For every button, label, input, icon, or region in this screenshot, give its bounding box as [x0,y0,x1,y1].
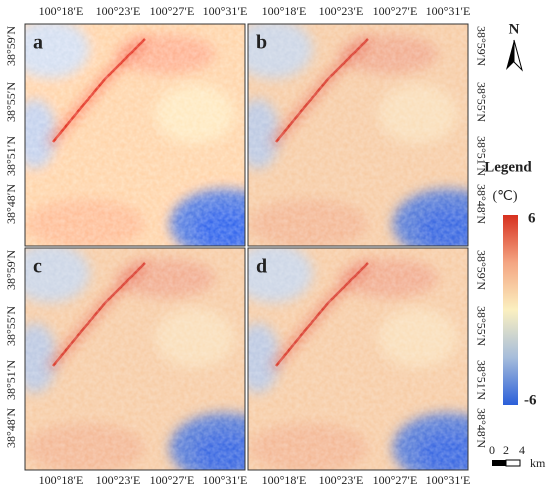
lat-label: 38°55′N [4,306,18,346]
lon-label: 100°31′E [203,473,248,487]
lat-label: 38°55′N [474,306,488,346]
lat-label: 38°51′N [474,136,488,176]
lat-label: 38°59′N [4,250,18,290]
scale-bar [492,459,521,467]
lon-label: 100°18′E [39,473,84,487]
panel-label: c [33,256,42,278]
panel-label: d [256,256,267,278]
raster [10,19,280,259]
scale-tick: 2 [503,443,509,457]
scale-unit: km [530,456,546,470]
legend-min: -6 [524,392,537,408]
lon-label: 100°31′E [426,473,471,487]
panel-frame [247,23,469,247]
lon-label: 100°31′E [203,4,248,18]
scale-tick: 0 [489,443,495,457]
raster [233,243,503,483]
lon-label: 100°23′E [96,473,141,487]
panel-label: a [33,32,43,54]
lon-label: 100°31′E [426,4,471,18]
lon-label: 100°27′E [150,473,195,487]
lat-label: 38°48′N [4,184,18,224]
raster [10,243,280,483]
lat-label: 38°55′N [474,82,488,122]
lat-label: 38°59′N [4,26,18,66]
lon-label: 100°23′E [319,473,364,487]
lon-label: 100°27′E [373,473,418,487]
color-bar [503,215,518,405]
legend-max: 6 [528,210,536,226]
lon-label: 100°18′E [262,4,307,18]
lon-label: 100°23′E [319,4,364,18]
lon-label: 100°27′E [150,4,195,18]
lon-label: 100°18′E [39,4,84,18]
lat-label: 38°48′N [474,408,488,448]
north-label: N [509,21,520,37]
lat-label: 38°59′N [474,26,488,66]
lon-label: 100°18′E [262,473,307,487]
lat-label: 38°48′N [474,184,488,224]
north-arrow [506,39,523,72]
panel-frame [24,247,246,471]
lat-label: 38°59′N [474,250,488,290]
panel-frame [247,247,469,471]
lon-label: 100°23′E [96,4,141,18]
lon-label: 100°27′E [373,4,418,18]
panel-label: b [256,32,267,54]
lat-label: 38°48′N [4,408,18,448]
lat-label: 38°51′N [4,360,18,400]
lat-label: 38°51′N [474,360,488,400]
lat-label: 38°55′N [4,82,18,122]
lat-label: 38°51′N [4,136,18,176]
legend-unit: (℃) [492,189,517,204]
legend-title: Legend [484,159,532,175]
scale-tick: 4 [519,443,525,457]
raster [233,19,503,259]
panel-frame [24,23,246,247]
